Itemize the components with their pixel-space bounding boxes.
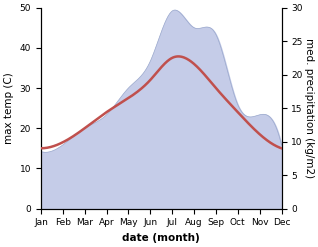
X-axis label: date (month): date (month) bbox=[122, 233, 200, 243]
Y-axis label: med. precipitation (kg/m2): med. precipitation (kg/m2) bbox=[304, 38, 314, 178]
Y-axis label: max temp (C): max temp (C) bbox=[4, 72, 14, 144]
